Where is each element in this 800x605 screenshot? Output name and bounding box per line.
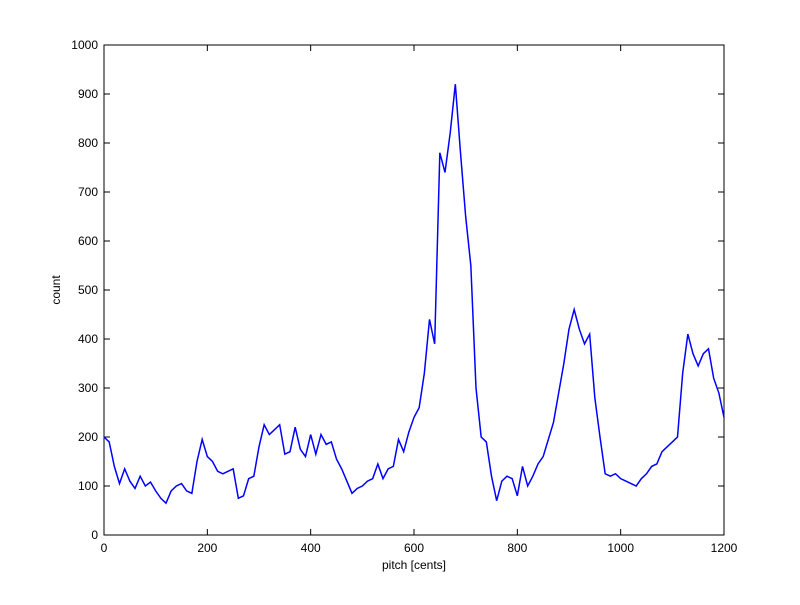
y-tick-label: 600: [78, 234, 98, 248]
y-tick-label: 900: [78, 87, 98, 101]
y-tick-label: 0: [91, 528, 98, 542]
y-tick-label: 400: [78, 332, 98, 346]
x-tick-label: 200: [197, 541, 217, 555]
y-tick-label: 700: [78, 185, 98, 199]
x-tick-label: 1000: [607, 541, 634, 555]
x-tick-label: 0: [101, 541, 108, 555]
y-tick-label: 800: [78, 136, 98, 150]
y-tick-label: 100: [78, 479, 98, 493]
y-tick-label: 500: [78, 283, 98, 297]
y-axis-label: count: [49, 275, 63, 305]
y-tick-label: 200: [78, 430, 98, 444]
y-tick-label: 300: [78, 381, 98, 395]
x-axis-label: pitch [cents]: [382, 558, 446, 572]
x-tick-label: 1200: [711, 541, 738, 555]
data-line: [103, 84, 725, 505]
x-tick-label: 600: [404, 541, 424, 555]
x-tick-label: 400: [301, 541, 321, 555]
y-tick-label: 1000: [71, 38, 98, 52]
x-tick-label: 800: [507, 541, 527, 555]
